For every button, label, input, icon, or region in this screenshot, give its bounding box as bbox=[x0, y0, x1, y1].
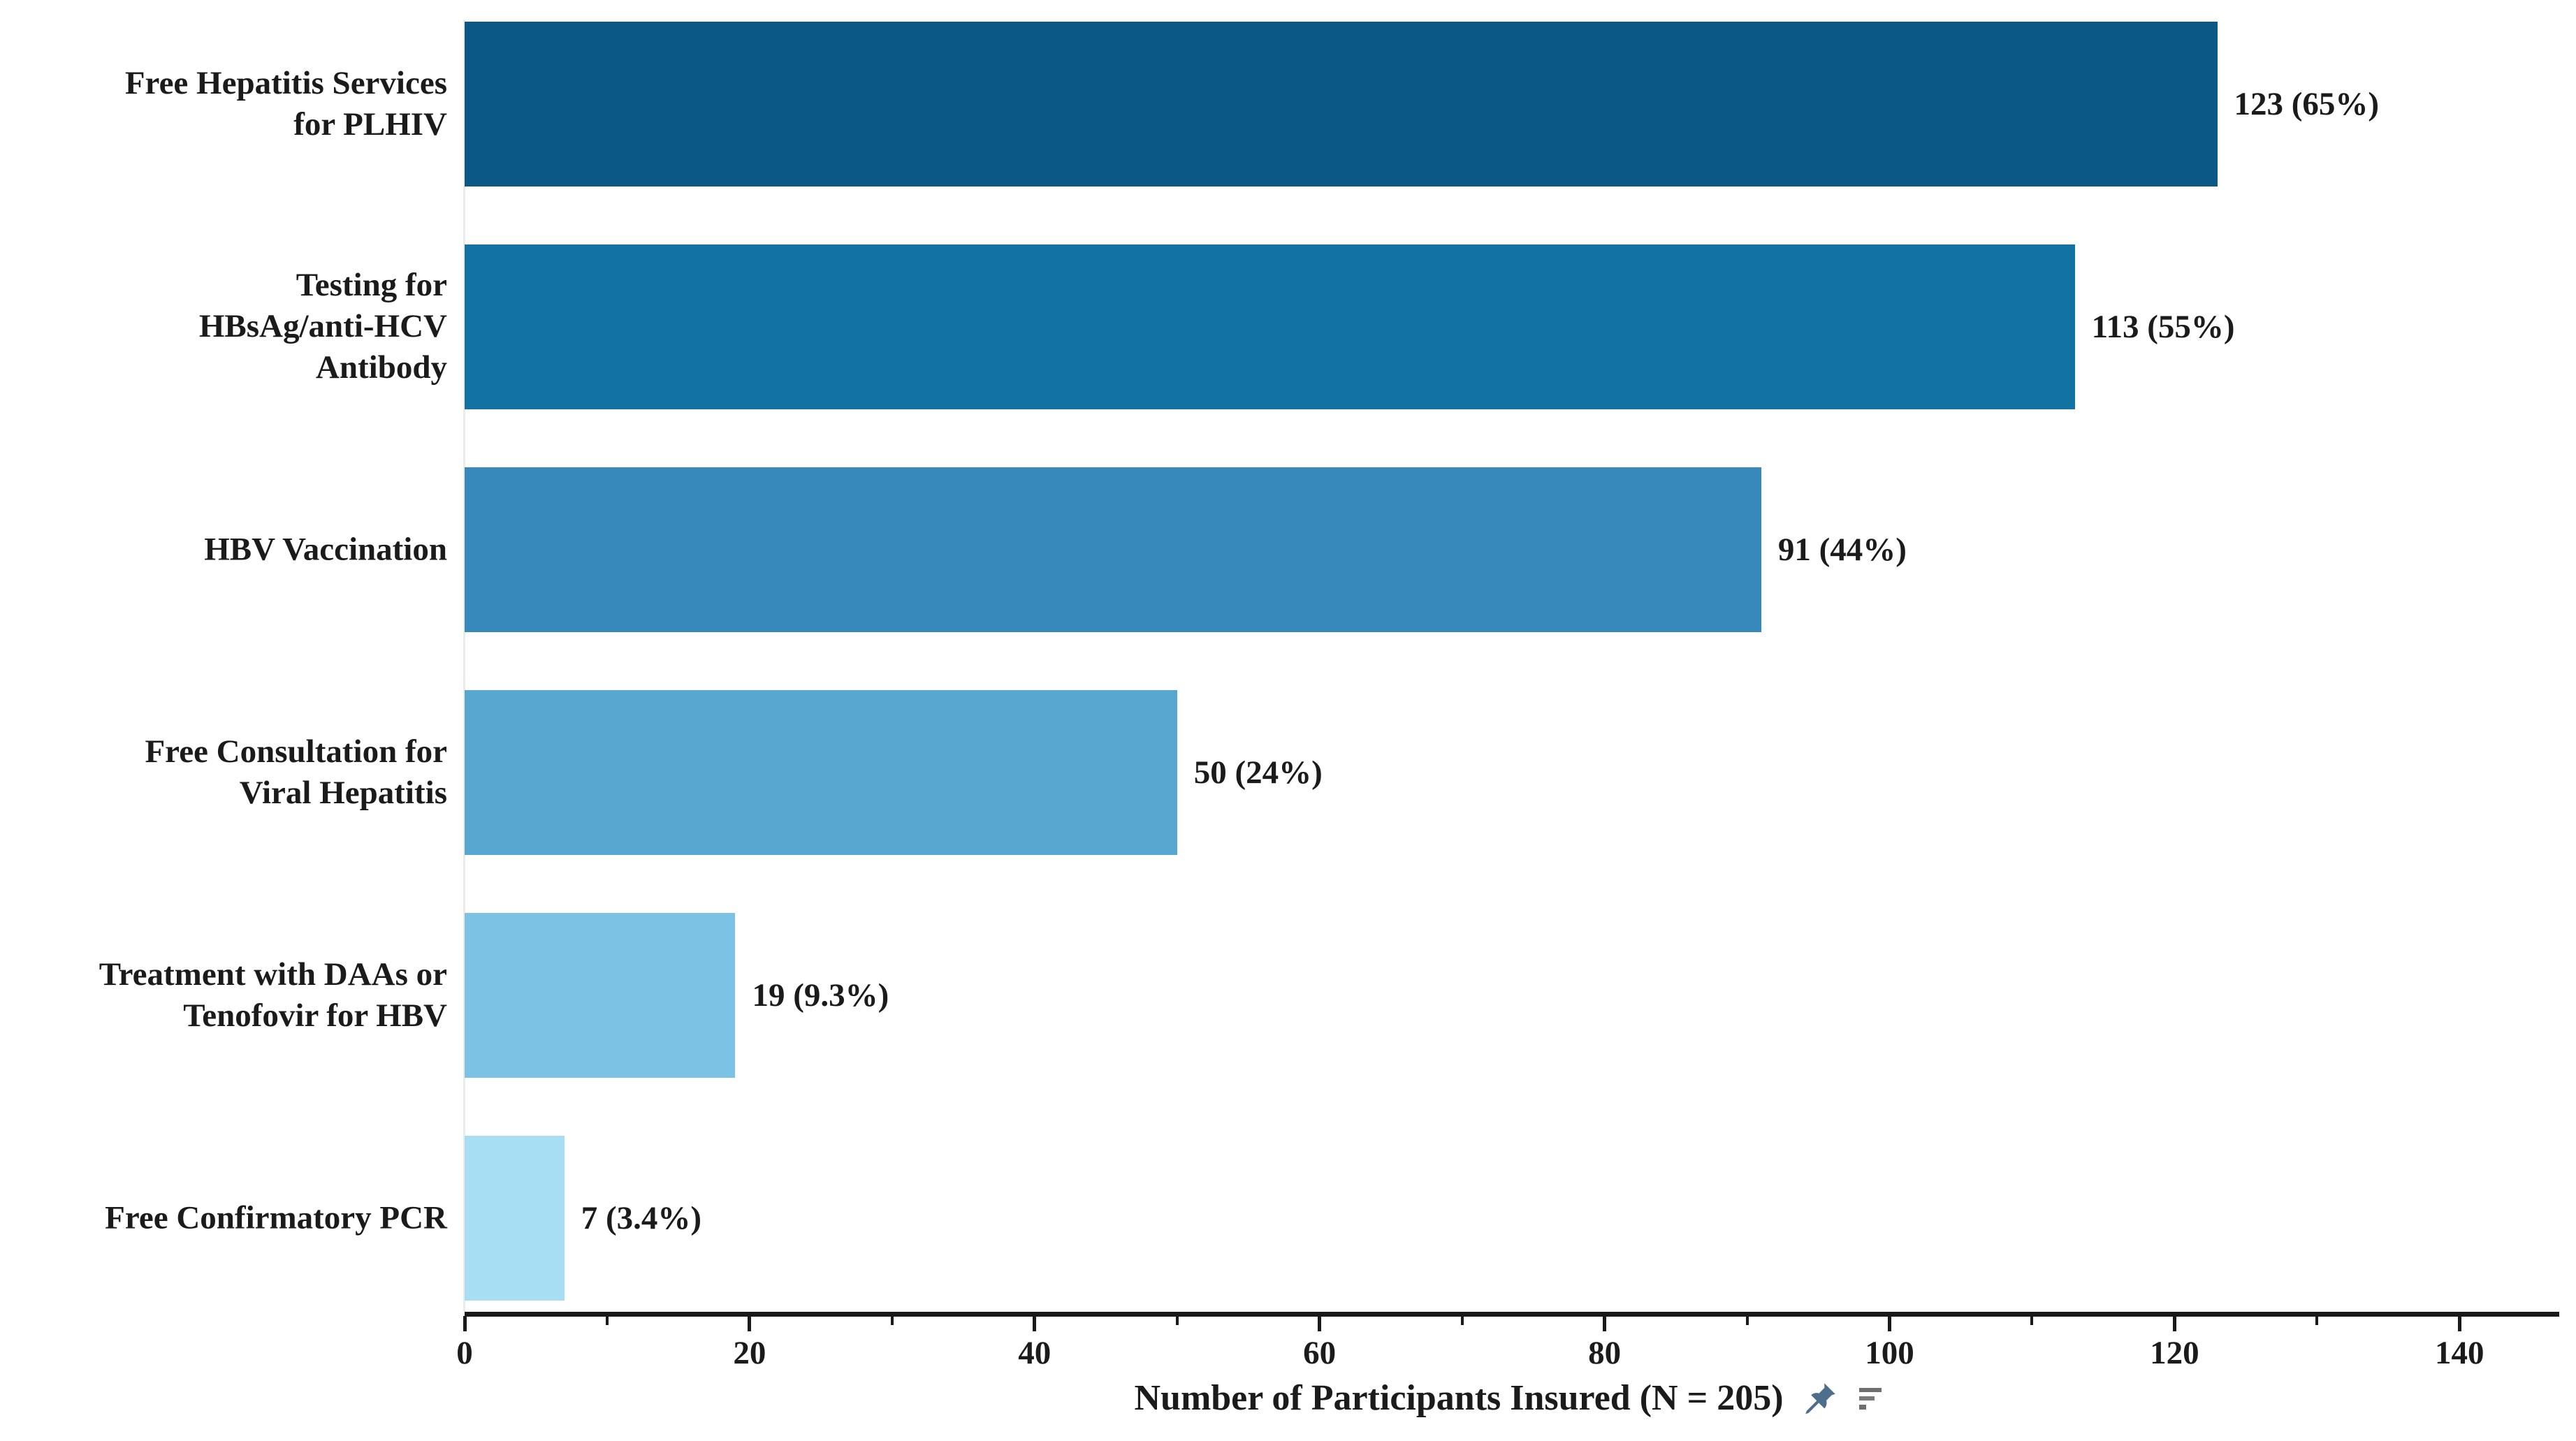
text-lines-icon[interactable] bbox=[1856, 1384, 1890, 1413]
x-axis-major-tick bbox=[1603, 1316, 1607, 1331]
x-axis-minor-tick bbox=[1460, 1316, 1464, 1325]
bar bbox=[465, 244, 2075, 409]
x-axis-minor-tick bbox=[2315, 1316, 2319, 1325]
category-label: Free Hepatitis Services for PLHIV bbox=[124, 64, 447, 142]
value-label: 91 (44%) bbox=[1777, 532, 1907, 568]
bar bbox=[465, 22, 2218, 186]
x-axis-minor-tick bbox=[1745, 1316, 1749, 1325]
x-axis-tick-label: 60 bbox=[1303, 1335, 1337, 1371]
x-axis-tick-label: 0 bbox=[456, 1335, 473, 1371]
x-axis-title-row: Number of Participants Insured (N = 205) bbox=[465, 1377, 2559, 1419]
bar bbox=[465, 913, 736, 1078]
category-label: Testing for HBsAg/anti-HCV Antibody bbox=[198, 267, 447, 386]
category-label: Free Consultation for Viral Hepatitis bbox=[145, 733, 447, 811]
x-axis-major-tick bbox=[748, 1316, 752, 1331]
x-axis-tick-label: 40 bbox=[1018, 1335, 1051, 1371]
category-label: Free Confirmatory PCR bbox=[105, 1199, 447, 1236]
x-axis-tick-label: 120 bbox=[2150, 1335, 2199, 1371]
value-label: 7 (3.4%) bbox=[581, 1200, 702, 1236]
value-label: 113 (55%) bbox=[2091, 309, 2235, 345]
value-label: 50 (24%) bbox=[1193, 754, 1323, 791]
bar bbox=[465, 1136, 565, 1301]
x-axis-minor-tick bbox=[2030, 1316, 2034, 1325]
bar bbox=[465, 467, 1761, 632]
x-axis-minor-tick bbox=[605, 1316, 609, 1325]
x-axis-tick-label: 80 bbox=[1588, 1335, 1622, 1371]
value-label: 123 (65%) bbox=[2234, 86, 2380, 122]
x-axis-minor-tick bbox=[1175, 1316, 1179, 1325]
x-axis-major-tick bbox=[1318, 1316, 1322, 1331]
x-axis-major-tick bbox=[1887, 1316, 1891, 1331]
x-axis-tick-label: 100 bbox=[1865, 1335, 1914, 1371]
bar bbox=[465, 690, 1177, 855]
x-axis-line bbox=[465, 1312, 2559, 1317]
plot-left-guide bbox=[463, 20, 465, 1312]
x-axis-title: Number of Participants Insured (N = 205) bbox=[1134, 1378, 1784, 1418]
x-axis-major-tick bbox=[2172, 1316, 2176, 1331]
x-axis-tick-label: 140 bbox=[2434, 1335, 2484, 1371]
x-axis-major-tick bbox=[1033, 1316, 1037, 1331]
x-axis-major-tick bbox=[2457, 1316, 2461, 1331]
pushpin-icon[interactable] bbox=[1802, 1380, 1838, 1417]
x-axis-tick-label: 20 bbox=[733, 1335, 766, 1371]
category-label: HBV Vaccination bbox=[204, 531, 447, 568]
x-axis-major-tick bbox=[463, 1316, 467, 1331]
category-label: Treatment with DAAs or Tenofovir for HBV bbox=[99, 956, 447, 1034]
x-axis-minor-tick bbox=[890, 1316, 894, 1325]
value-label: 19 (9.3%) bbox=[752, 977, 889, 1014]
